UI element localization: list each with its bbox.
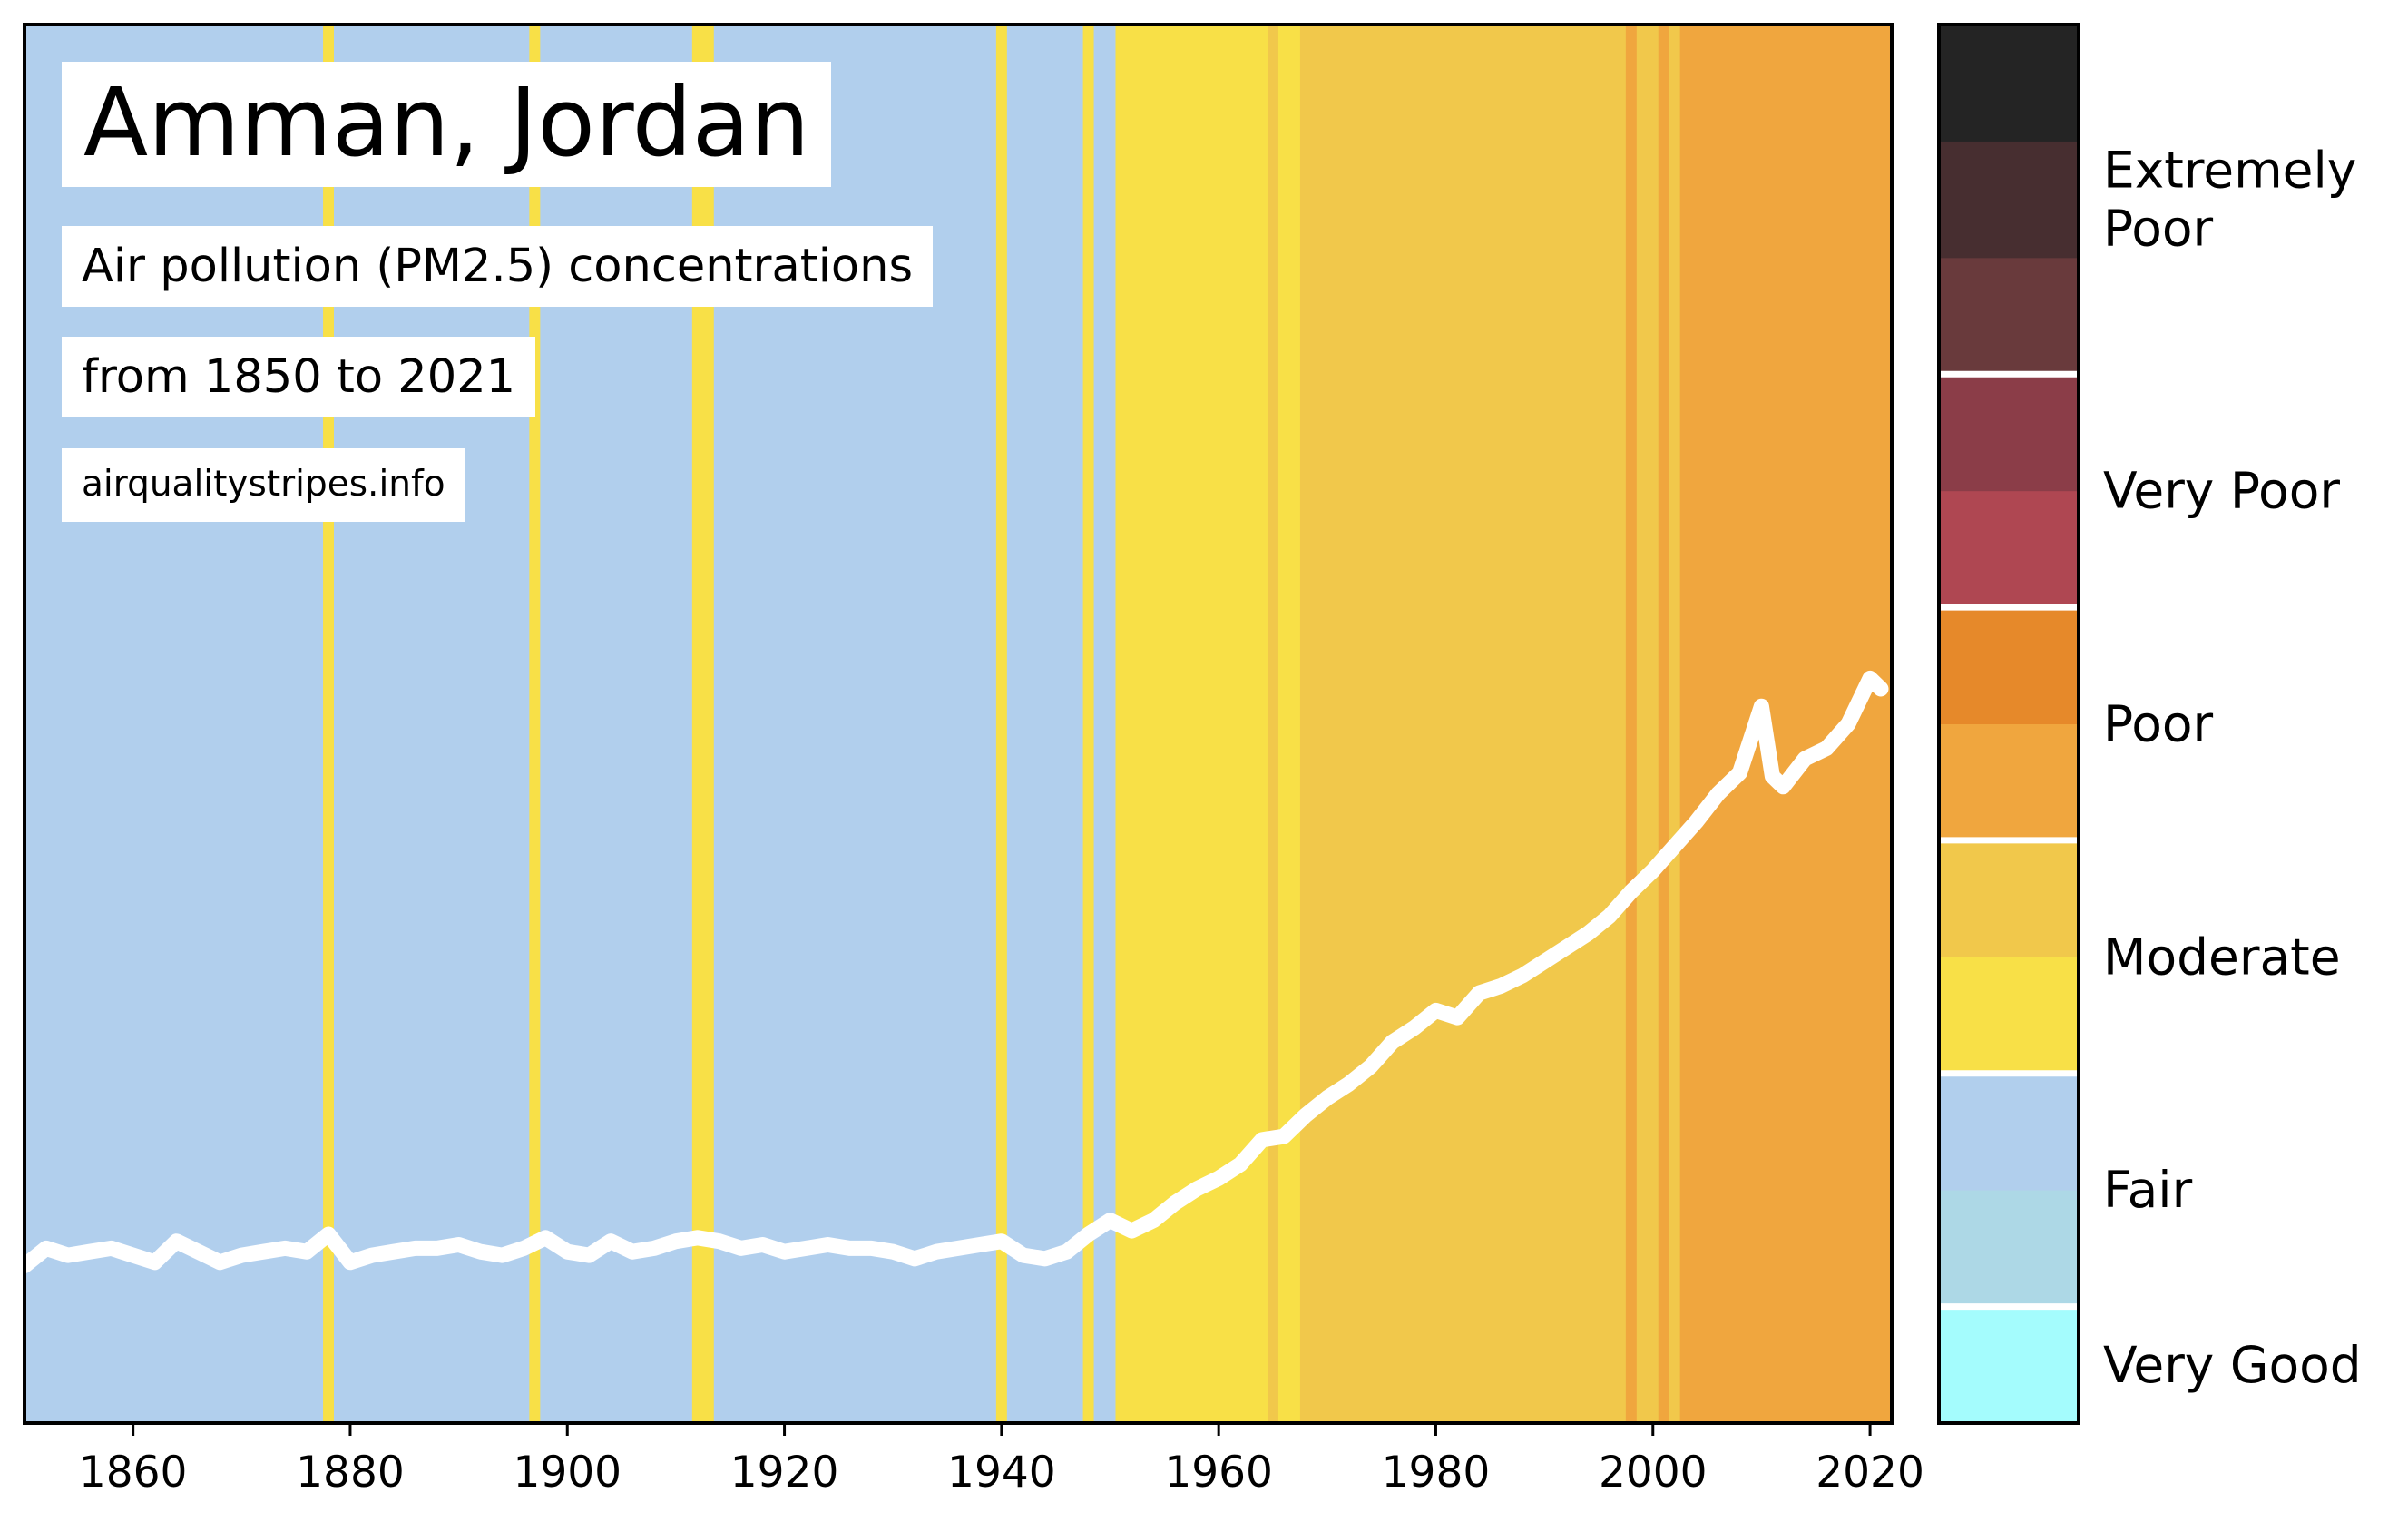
x-tick-label-1880: 1880	[296, 1448, 405, 1497]
colorbar-segment-7	[1939, 490, 2079, 608]
colorbar-segment-11	[1939, 25, 2079, 142]
x-axis: 1860 1880 1900 1920 1940 1960 1980 2000 2020	[79, 1423, 1924, 1497]
stripe-14	[1299, 25, 1627, 1423]
x-tick-label-1860: 1860	[79, 1448, 188, 1497]
stripe-7	[995, 25, 1008, 1423]
stripe-18	[1669, 25, 1681, 1423]
colorbar-label-4: Very Poor	[2103, 462, 2340, 520]
stripe-8	[1006, 25, 1084, 1423]
x-tick-label-1980: 1980	[1382, 1448, 1491, 1497]
stripe-11	[1115, 25, 1268, 1423]
chart-subtitle: Air pollution (PM2.5) concentrations	[62, 226, 934, 308]
colorbar-segment-8	[1939, 374, 2079, 492]
pm25-trend-line	[16, 670, 1889, 1274]
stripe-10	[1093, 25, 1116, 1423]
x-tick-label-1940: 1940	[947, 1448, 1056, 1497]
stripe-12	[1268, 25, 1279, 1423]
plot-frame	[23, 23, 1894, 1425]
colorbar-segment-1	[1939, 1190, 2079, 1308]
x-tick-label-1900: 1900	[513, 1448, 622, 1497]
colorbar-label-1: Fair	[2103, 1161, 2193, 1219]
colorbar-segment-10	[1939, 141, 2079, 259]
source-label: airqualitystripes.info	[62, 448, 465, 522]
chart-title: Amman, Jordan	[62, 62, 832, 188]
colorbar-label-0: Very Good	[2103, 1336, 2362, 1394]
colorbar-frame	[1937, 23, 2080, 1425]
stripe-19	[1679, 25, 1893, 1423]
colorbar-label-2: Moderate	[2103, 928, 2341, 986]
x-tick-label-2020: 2020	[1816, 1448, 1924, 1497]
colorbar-segment-5	[1939, 723, 2079, 841]
colorbar-labels: Very Good Fair Moderate Poor Very Poor Extrem…	[2103, 142, 2362, 1394]
colorbar-label-5: Extremely Poor	[2103, 142, 2356, 258]
stripe-15	[1625, 25, 1638, 1423]
stripe-9	[1082, 25, 1095, 1423]
stripe-16	[1636, 25, 1659, 1423]
stripe-13	[1277, 25, 1301, 1423]
colorbar-segment-2	[1939, 1073, 2079, 1191]
colorbar-segment-3	[1939, 957, 2079, 1075]
colorbar-segment-6	[1939, 607, 2079, 724]
colorbar-segment-0	[1939, 1306, 2079, 1424]
colorbar-label-3: Poor	[2103, 695, 2214, 753]
x-tick-label-1920: 1920	[730, 1448, 839, 1497]
stripe-17	[1658, 25, 1670, 1423]
colorbar	[1939, 25, 2079, 1424]
colorbar-segment-9	[1939, 257, 2079, 375]
colorbar-segment-4	[1939, 840, 2079, 957]
x-tick-label-1960: 1960	[1164, 1448, 1273, 1497]
x-tick-label-2000: 2000	[1599, 1448, 1708, 1497]
period-label: from 1850 to 2021	[62, 337, 536, 418]
